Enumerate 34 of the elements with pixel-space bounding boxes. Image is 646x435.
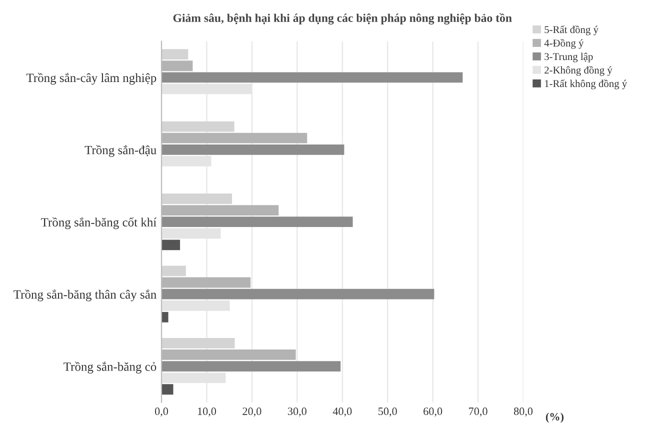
y-tick-label: Trồng sắn-cây lâm nghiệp — [26, 72, 156, 85]
x-tick-label: 60,0 — [424, 408, 442, 417]
x-tick-label: 0,0 — [154, 408, 168, 417]
bar — [162, 144, 344, 155]
chart-title: Giảm sâu, bệnh hại khi áp dụng các biện pháp nông nghiệp bảo tồn — [173, 13, 512, 24]
bar — [162, 288, 434, 300]
x-tick-label: 70,0 — [469, 408, 488, 417]
y-tick-label: Trồng sắn-đậu — [84, 145, 156, 157]
x-axis-title: (%) — [546, 412, 564, 423]
bar — [162, 361, 341, 372]
x-tick-label: 80,0 — [514, 408, 533, 417]
legend-label: 5-Rất đồng ý — [544, 25, 598, 36]
bar — [162, 121, 234, 132]
x-tick-label: 10,0 — [198, 408, 216, 417]
bar — [162, 49, 188, 60]
bar — [162, 240, 180, 250]
y-tick-label: Trồng sắn-băng cỏ — [64, 362, 156, 374]
legend-label: 2-Không đồng ý — [544, 66, 612, 76]
x-tick-label: 20,0 — [242, 408, 262, 417]
bar — [162, 194, 232, 204]
bar — [162, 338, 235, 348]
bar — [162, 266, 186, 276]
x-tick-label: 30,0 — [288, 408, 306, 417]
bar — [162, 72, 463, 83]
legend-label: 1-Rất không đồng ý — [545, 79, 628, 90]
x-tick-label: 50,0 — [378, 408, 397, 417]
bar — [162, 312, 168, 322]
x-tick-label: 40,0 — [332, 408, 352, 417]
legend-label: 3-Trung lập — [544, 52, 593, 62]
y-tick-label: Trồng sắn-băng cốt khí — [41, 217, 157, 230]
bar — [162, 384, 174, 395]
legend-label: 4-Đồng ý — [544, 38, 584, 49]
bar — [162, 216, 353, 228]
y-tick-label: Trồng sắn-băng thân cây sắn — [14, 290, 156, 302]
